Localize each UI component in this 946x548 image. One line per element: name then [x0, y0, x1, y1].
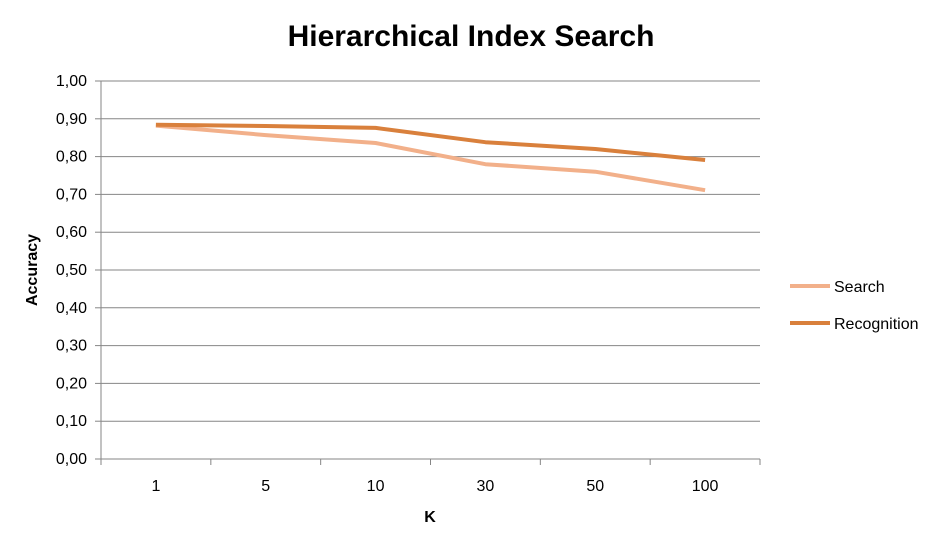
- gridlines: [101, 80, 760, 422]
- axes: [95, 80, 761, 465]
- chart-title: Hierarchical Index Search: [288, 20, 655, 53]
- series-line-search: [155, 123, 706, 193]
- legend-label-search: Search: [834, 279, 885, 296]
- y-tick-label: 0,20: [56, 375, 87, 392]
- y-tick-label: 0,10: [56, 413, 87, 430]
- legend: Search Recognition: [790, 279, 919, 333]
- y-tick-label: 0,30: [56, 338, 87, 355]
- series-lines: [155, 122, 706, 193]
- x-tick-label: 10: [367, 478, 385, 495]
- x-axis-title: K: [424, 509, 436, 526]
- legend-label-recognition: Recognition: [834, 316, 919, 333]
- y-tick-label: 0,00: [56, 451, 87, 468]
- x-tick-label: 1: [151, 478, 160, 495]
- y-tick-label: 1,00: [56, 73, 87, 90]
- y-tick-label: 0,90: [56, 111, 87, 128]
- y-tick-label: 0,50: [56, 262, 87, 279]
- x-tick-label: 50: [586, 478, 604, 495]
- y-tick-label: 0,60: [56, 224, 87, 241]
- y-tick-label: 0,70: [56, 186, 87, 203]
- y-axis-title: Accuracy: [24, 234, 41, 306]
- series-line-recognition: [155, 122, 706, 162]
- x-tick-label: 5: [261, 478, 270, 495]
- y-tick-label: 0,40: [56, 300, 87, 317]
- x-tick-labels: 1 5 10 30 50 100: [151, 478, 718, 495]
- x-tick-label: 100: [692, 478, 719, 495]
- x-tick-label: 30: [477, 478, 495, 495]
- y-tick-labels: 0,00 0,10 0,20 0,30 0,40 0,50 0,60 0,70 0,80 0,90…: [56, 73, 87, 468]
- y-tick-label: 0,80: [56, 149, 87, 166]
